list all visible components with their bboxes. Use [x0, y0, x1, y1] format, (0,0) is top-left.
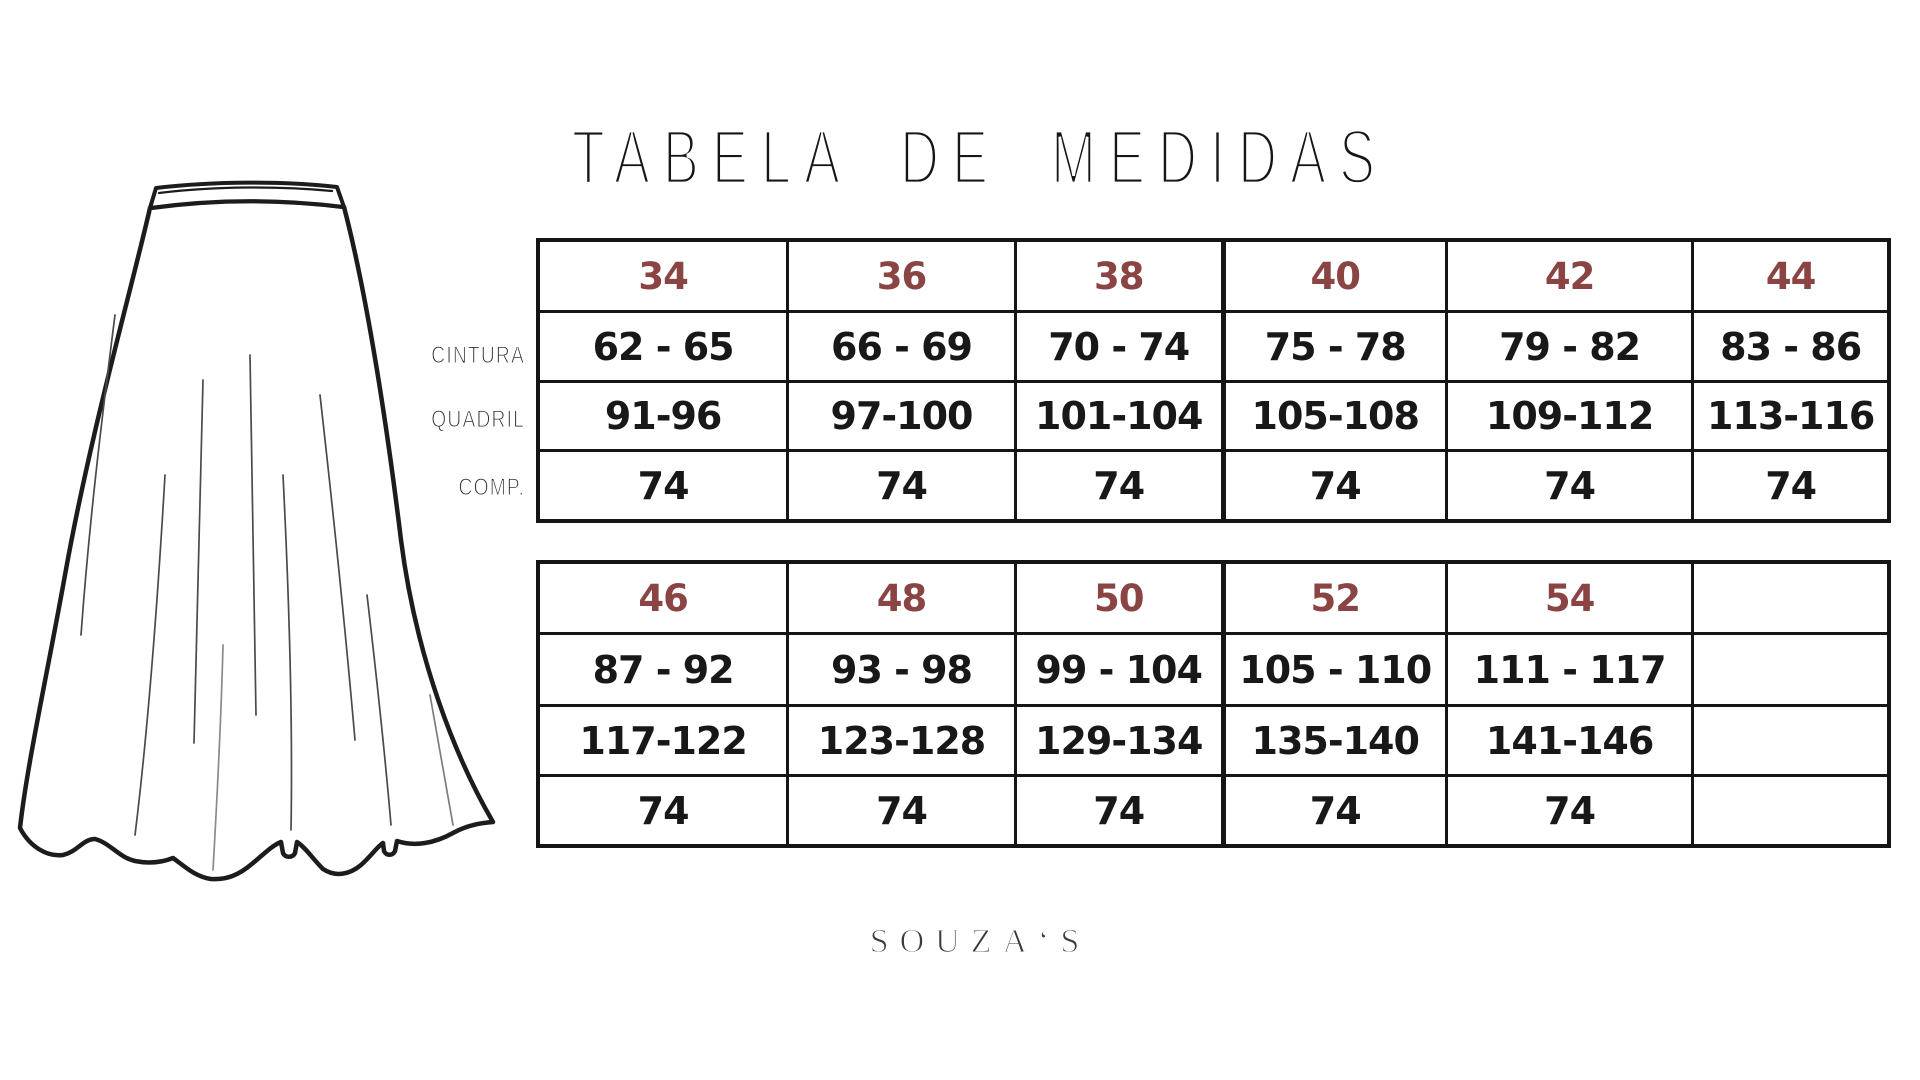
- cintura-value-cell: 75 - 78: [1225, 313, 1448, 383]
- row-label-comp: COMP.: [458, 474, 525, 502]
- quadril-value-cell: 113-116: [1694, 383, 1887, 452]
- quadril-value-cell: 135-140: [1225, 707, 1448, 777]
- comp-value-cell: 74: [1017, 777, 1226, 844]
- size-header-cell: [1694, 564, 1887, 635]
- size-header-cell: 44: [1694, 242, 1887, 313]
- row-label-quadril: QUADRIL: [431, 406, 525, 434]
- page-title: TABELA DE MEDIDAS: [571, 114, 1389, 203]
- quadril-value-cell: 129-134: [1016, 707, 1226, 777]
- quadril-value-cell: 91-96: [540, 383, 790, 452]
- size-header-cell: 40: [1225, 242, 1448, 313]
- cintura-value-cell: [1694, 635, 1887, 707]
- row-label-cintura: CINTURA: [431, 342, 525, 370]
- comp-value-cell: 74: [1226, 452, 1448, 519]
- comp-value-cell: 74: [1765, 463, 1817, 508]
- skirt-body: [17, 198, 496, 882]
- quadril-value-cell: [1694, 707, 1887, 777]
- size-header-cell: 34: [540, 242, 790, 313]
- cintura-value-cell: 99 - 104: [1016, 635, 1226, 707]
- size-header-cell: 36: [789, 242, 1017, 313]
- comp-value-cell: 74: [540, 452, 790, 519]
- comp-value-cell: [1694, 777, 1887, 844]
- comp-value-cell: 74: [1448, 777, 1695, 844]
- size-header-cell: 42: [1447, 242, 1695, 313]
- cintura-value-cell: 70 - 74: [1016, 313, 1226, 383]
- cintura-value-cell: 111 - 117: [1447, 635, 1695, 707]
- skirt-illustration: [17, 180, 496, 882]
- cintura-value-cell: 105 - 110: [1225, 635, 1448, 707]
- cintura-value-cell: 62 - 65: [540, 313, 790, 383]
- skirt-fold-lines: [80, 314, 454, 871]
- size-table-2: 46 48 50 52 54 87 - 92 93 - 98 99 - 104 …: [536, 560, 1891, 848]
- quadril-value-cell: 105-108: [1225, 383, 1448, 452]
- size-table-1: 34 36 38 40 42 44 62 - 65 66 - 69 70 - 7…: [536, 238, 1891, 523]
- size-header-cell: 46: [540, 564, 790, 635]
- comp-value-cell: 74: [540, 777, 790, 844]
- size-header-cell: 48: [789, 564, 1017, 635]
- size-header-cell: 52: [1225, 564, 1448, 635]
- quadril-value-cell: 141-146: [1447, 707, 1695, 777]
- quadril-value-cell: 97-100: [789, 383, 1017, 452]
- size-header-cell: 38: [1016, 242, 1226, 313]
- cintura-value-cell: 87 - 92: [540, 635, 790, 707]
- cintura-value-cell: 83 - 86: [1694, 313, 1887, 383]
- size-header-cell: 54: [1447, 564, 1695, 635]
- comp-value-cell: 74: [789, 777, 1017, 844]
- comp-value-cell: 74: [1448, 452, 1695, 519]
- comp-value-cell: 74: [1226, 777, 1448, 844]
- quadril-value-cell: 109-112: [1447, 383, 1695, 452]
- cintura-value-cell: 79 - 82: [1447, 313, 1695, 383]
- quadril-value-cell: 101-104: [1016, 383, 1226, 452]
- comp-value-cell: 74: [1017, 452, 1226, 519]
- waistband-inner-line: [157, 186, 334, 195]
- quadril-value-cell: 117-122: [540, 707, 790, 777]
- quadril-value-cell: 123-128: [789, 707, 1017, 777]
- cintura-value-cell: 93 - 98: [789, 635, 1017, 707]
- size-header-cell: 50: [1016, 564, 1226, 635]
- cintura-value-cell: 66 - 69: [789, 313, 1017, 383]
- brand-name: SOUZA‘S: [869, 922, 1091, 960]
- comp-value-cell: 74: [789, 452, 1017, 519]
